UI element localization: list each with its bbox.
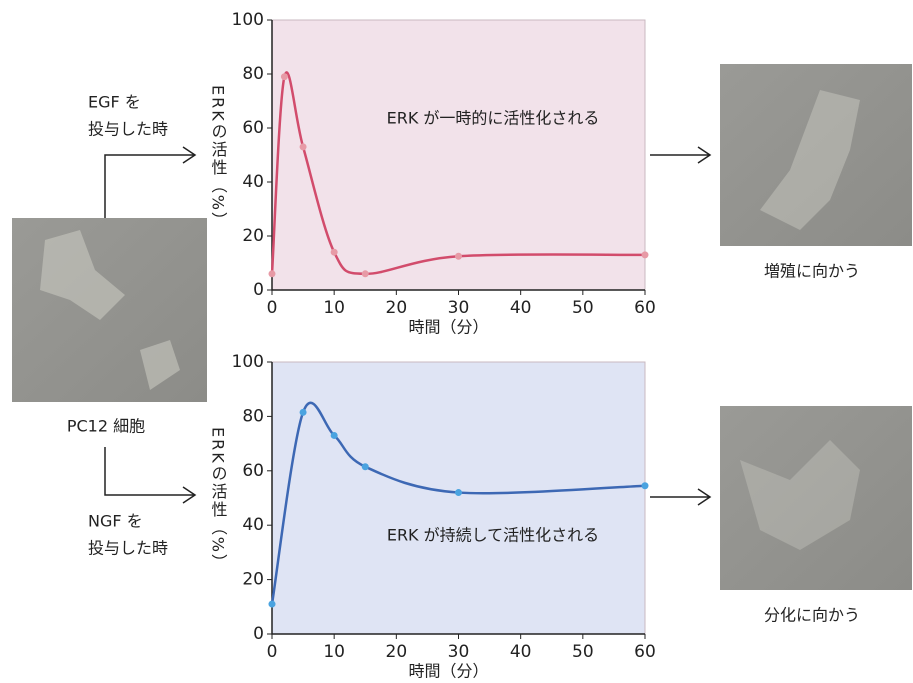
x-tick-label: 60 [634,298,656,318]
point [362,270,369,277]
x-axis-label: 時間（分） [408,662,488,680]
x-tick-label: 0 [267,298,278,318]
outcome-label: 分化に向かう [764,606,860,625]
x-tick-label: 0 [267,642,278,662]
annotation: ERK が持続して活性化される [387,526,599,545]
x-axis-label: 時間（分） [408,318,488,337]
y-axis-label: ERKの活性（%） [209,85,228,230]
point [331,432,338,439]
x-tick-label: 30 [448,642,470,662]
y-tick-label: 0 [253,624,264,644]
plot-area [272,20,645,290]
point [455,253,462,260]
x-tick-label: 40 [510,298,532,318]
point [362,463,369,470]
arrow [650,489,710,505]
plot-area [272,362,645,634]
egf-label: EGF を [88,93,141,112]
y-tick-label: 60 [242,461,264,481]
x-tick-label: 20 [386,298,408,318]
y-tick-label: 80 [242,406,264,426]
y-tick-label: 80 [242,64,264,84]
x-tick-label: 10 [323,298,345,318]
point [281,73,288,80]
x-tick-label: 50 [572,298,594,318]
point [455,489,462,496]
x-tick-label: 10 [323,642,345,662]
y-tick-label: 60 [242,118,264,138]
point [642,251,649,258]
arrow [650,147,710,163]
y-tick-label: 20 [242,570,264,590]
y-tick-label: 40 [242,172,264,192]
cell-label: PC12 細胞 [67,417,145,436]
y-tick-label: 100 [232,352,264,372]
y-tick-label: 0 [253,280,264,300]
egf-label: 投与した時 [88,120,168,139]
point [300,409,307,416]
point [331,249,338,256]
outcome-label: 増殖に向かう [764,262,860,281]
x-tick-label: 50 [572,642,594,662]
ngf-label: 投与した時 [88,539,168,558]
ngf-label: NGF を [88,512,143,531]
point [269,270,276,277]
point [300,143,307,150]
y-tick-label: 20 [242,226,264,246]
x-tick-label: 20 [386,642,408,662]
x-tick-label: 40 [510,642,532,662]
point [642,482,649,489]
x-tick-label: 30 [448,298,470,318]
point [269,601,276,608]
figure: EGF を 投与した時 NGF を 投与した時 PC12 細胞 増殖に向かう 分… [0,0,913,679]
y-axis-label: ERKの活性（%） [209,427,228,572]
x-tick-label: 60 [634,642,656,662]
y-tick-label: 40 [242,515,264,535]
arrow [105,447,195,503]
y-tick-label: 100 [232,10,264,30]
annotation: ERK が一時的に活性化される [387,109,600,128]
arrow [105,147,195,218]
